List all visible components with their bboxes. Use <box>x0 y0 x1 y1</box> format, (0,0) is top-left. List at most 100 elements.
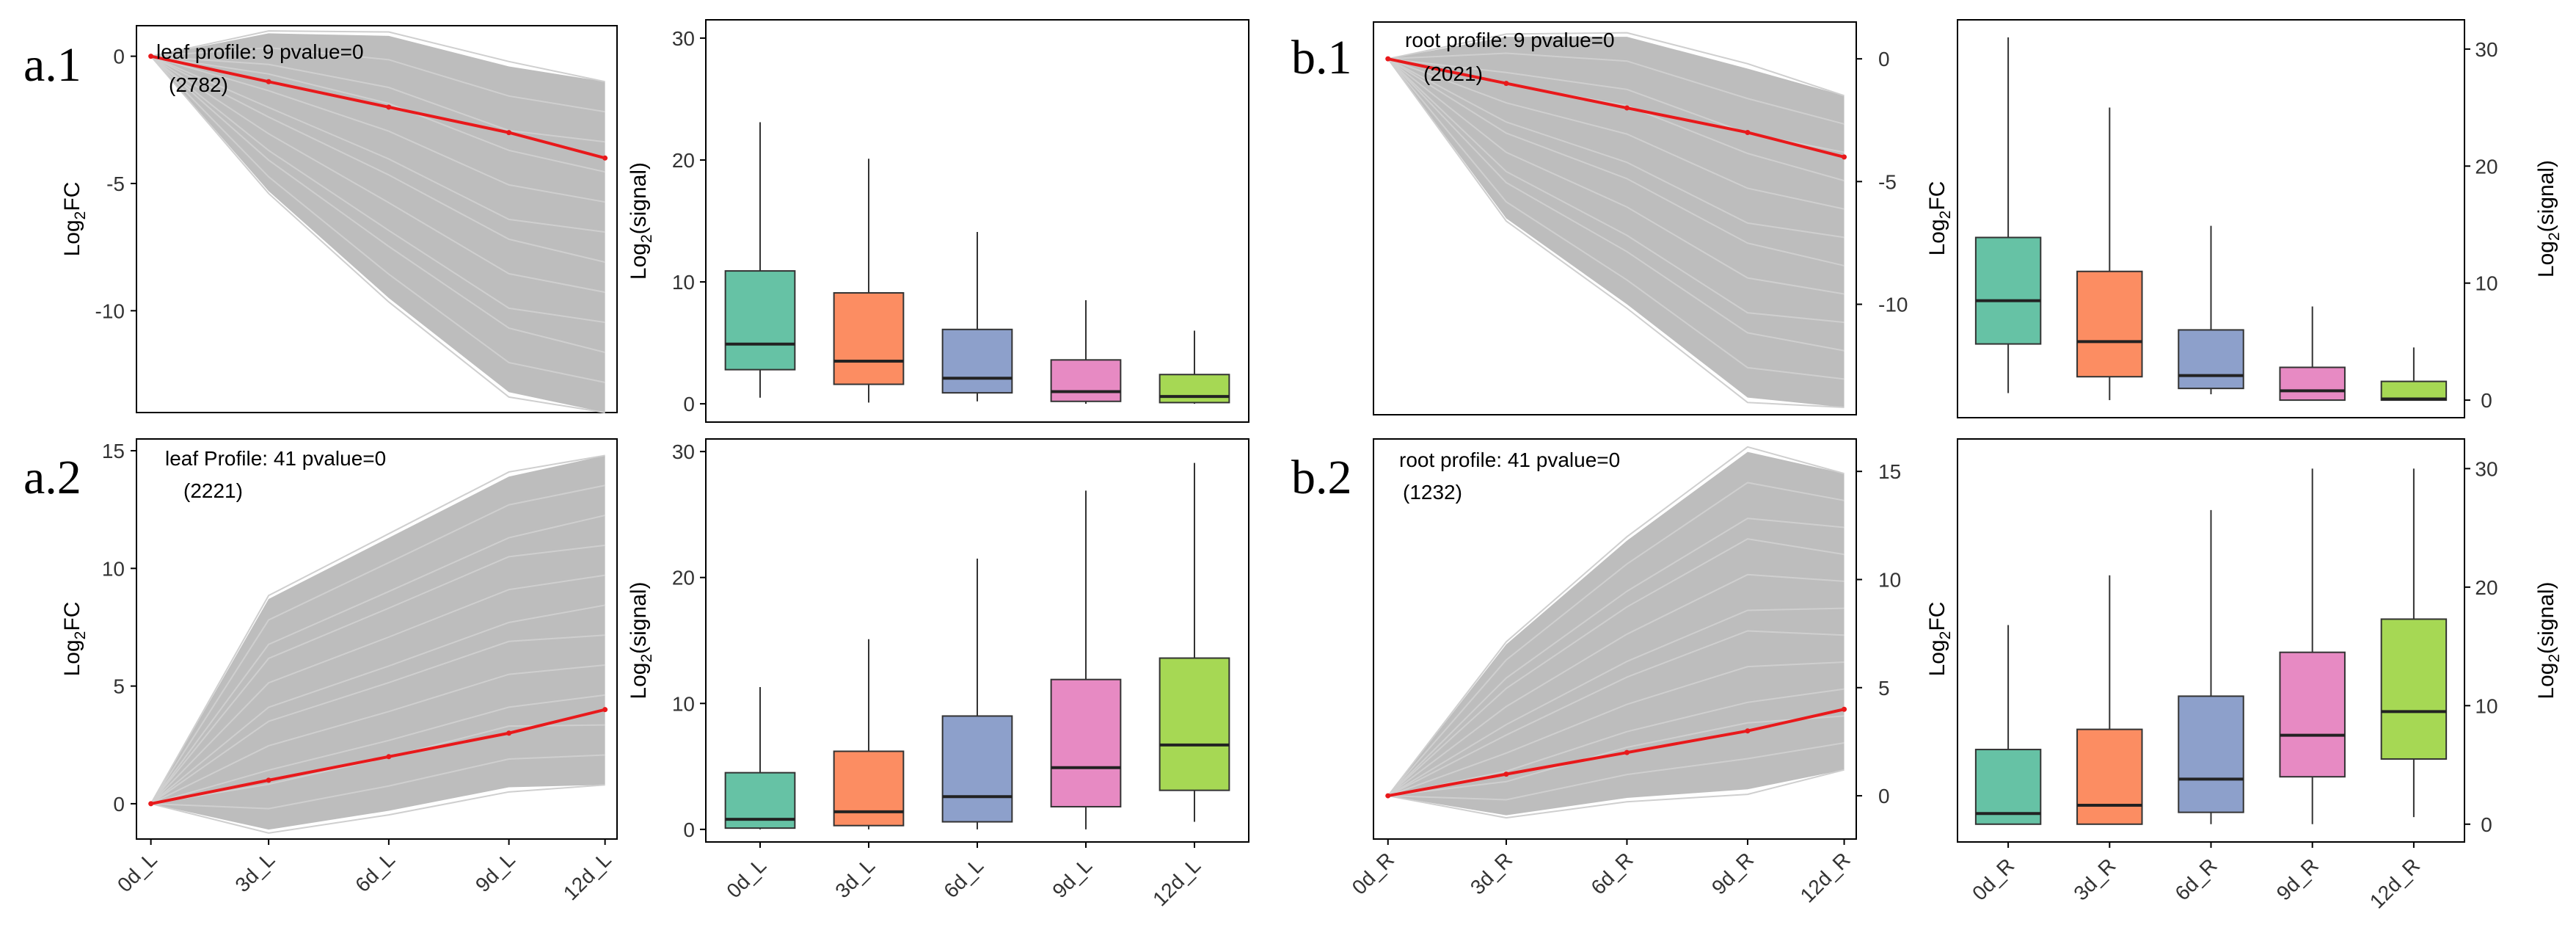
a1-box-box <box>941 328 1013 394</box>
a1-profile-annotation: leaf profile: 9 pvalue=0 <box>156 40 364 63</box>
b1-profile-trend-point <box>1385 56 1391 62</box>
b1-profile-ytick-label: -10 <box>1878 294 1908 316</box>
a1-box-ylabel: Log2(signal) <box>627 162 655 280</box>
a1-box-box <box>833 291 905 385</box>
a2-profile-xtick-label: 9d_L <box>471 848 519 896</box>
a1-profile-ytick-label: -5 <box>106 173 125 195</box>
a1-profile-profile-line <box>150 55 605 203</box>
b2-box-plot: 0 10 20 30 Log2(signal) 0d_R 3d_R 6d_R 9d_R 12d_R <box>1957 438 2563 913</box>
b1-profile-profile-line <box>1387 58 1845 210</box>
a1-profile-profile-line <box>150 55 605 384</box>
b2-box-box <box>2178 695 2244 813</box>
b1-box-ytick-label: 30 <box>2475 38 2497 61</box>
a2-profile-profile-line <box>150 515 605 805</box>
b2-profile-xtick-label: 6d_R <box>1586 848 1637 898</box>
b2-box-xtick-label: 3d_R <box>2069 854 2120 904</box>
b1-box-box <box>1974 236 2042 345</box>
b1-profile-profile-line <box>1387 58 1845 352</box>
a2-profile-plot: 0 5 10 15 Log2FC leaf Profile: 41 pvalue=0 (22… <box>60 438 618 904</box>
b1-profile-profile-line <box>1387 58 1845 380</box>
b2-profile-xtick-label: 0d_R <box>1348 848 1398 898</box>
a2-profile-profile-line <box>150 604 605 805</box>
b1-profile-ytick-label: 0 <box>1878 48 1890 70</box>
a2-profile-trend-point <box>602 707 608 713</box>
a1-profile-profile-line <box>150 30 605 83</box>
b1-box-box <box>2380 380 2448 402</box>
b1-box-ytick-label: 10 <box>2475 272 2497 295</box>
a2-profile-trend-point <box>148 801 154 807</box>
b2-box-ytick-label: 10 <box>2475 694 2497 717</box>
b2-profile-ytick-label: 15 <box>1878 460 1901 483</box>
a1-box-ytick-label: 10 <box>672 271 695 294</box>
b2-profile-trend-point <box>1842 706 1847 712</box>
a1-profile-profile-line <box>150 55 605 324</box>
b1-profile-profile-line <box>1387 58 1845 266</box>
a1-profile-trend-point <box>602 155 608 161</box>
b2-profile-profile-line <box>1387 715 1845 797</box>
a2-box-box <box>1159 657 1230 791</box>
b2-profile-trend-point <box>1503 771 1509 777</box>
a2-profile-profile-line <box>150 694 605 805</box>
b1-box-box <box>2178 329 2244 390</box>
a1-profile-profile-line <box>150 46 605 113</box>
a1-box-plot: 0 10 20 30 Log2(signal) <box>627 19 1249 423</box>
a2-profile-ytick-label: 10 <box>102 557 125 580</box>
a2-profile-profile-line <box>150 784 605 834</box>
b2-box-box <box>1974 749 2042 825</box>
a2-box-box <box>833 750 905 827</box>
b2-profile-profile-line <box>1387 742 1845 801</box>
a1-profile-trend-point <box>506 130 512 136</box>
a1-profile-profile-line <box>150 55 605 173</box>
a2-box-ytick-label: 0 <box>683 818 695 841</box>
b2-box-ytick-label: 20 <box>2475 576 2497 599</box>
a2-box-ytick-label: 20 <box>672 567 695 589</box>
b1-profile-profile-line <box>1387 32 1845 97</box>
a2-profile-profile-line <box>150 634 605 805</box>
b1-box-box <box>2279 366 2346 402</box>
a2-box-xtick-label: 3d_L <box>831 854 879 902</box>
a1-box-box <box>724 270 796 371</box>
a1-box-ytick-label: 20 <box>672 149 695 172</box>
a1-box-ytick-label: 30 <box>672 27 695 50</box>
b2-box-xtick-label: 0d_R <box>1968 854 2018 904</box>
b2-profile-profile-line <box>1387 573 1845 796</box>
b2-box-xtick-label: 6d_R <box>2170 854 2221 904</box>
b2-profile-xtick-label: 12d_R <box>1796 848 1855 907</box>
b2-profile-gene-count: (1232) <box>1403 481 1462 504</box>
a2-profile-xtick-label: 3d_L <box>230 848 279 896</box>
b1-profile-gene-count: (2021) <box>1423 62 1483 85</box>
b2-profile-ytick-label: 0 <box>1878 785 1890 807</box>
a1-box-box <box>1050 359 1122 402</box>
a2-box-ylabel: Log2(signal) <box>627 581 655 699</box>
b2-profile-trend-point <box>1624 749 1630 755</box>
a2-profile-profile-line <box>150 484 605 805</box>
a2-box-xtick-label: 6d_L <box>939 854 988 902</box>
panel-label-b1: b.1 <box>1291 31 1352 84</box>
b2-box-box <box>2076 728 2143 825</box>
b2-profile-trend-point <box>1745 728 1751 734</box>
a2-box-xtick-label: 12d_L <box>1148 854 1205 910</box>
b2-profile-profile-line <box>1387 607 1845 796</box>
b1-profile-trend-point <box>1503 81 1509 87</box>
a1-box-box <box>1159 374 1230 404</box>
a2-profile-xtick-label: 6d_L <box>351 848 399 896</box>
a2-profile-annotation: leaf Profile: 41 pvalue=0 <box>165 447 386 470</box>
a2-profile-ylabel: Log2FC <box>60 602 89 677</box>
b2-box-xtick-label: 12d_R <box>2365 854 2424 912</box>
b1-profile-profile-line <box>1387 58 1845 408</box>
a2-profile-trend-point <box>506 730 512 736</box>
a1-profile-profile-line <box>150 55 605 294</box>
a2-box-box <box>1050 678 1122 807</box>
a2-profile-profile-line <box>150 454 605 805</box>
a1-profile-trend-point <box>386 104 392 110</box>
b1-box-ytick-label: 20 <box>2475 155 2497 178</box>
b2-box-ylabel: Log2(signal) <box>2534 581 2563 699</box>
a2-profile-ytick-label: 5 <box>113 675 125 698</box>
a1-profile-profile-line <box>150 55 605 233</box>
b2-box-xtick-label: 9d_R <box>2272 854 2323 904</box>
b1-profile-plot: 0 -5 -10 Log2FC root profile: 9 pvalue=0 (202… <box>1373 21 1954 415</box>
b2-profile-profile-line <box>1387 518 1845 796</box>
a2-profile-xtick-label: 12d_L <box>559 848 616 904</box>
a2-box-xtick-label: 9d_L <box>1048 854 1096 902</box>
